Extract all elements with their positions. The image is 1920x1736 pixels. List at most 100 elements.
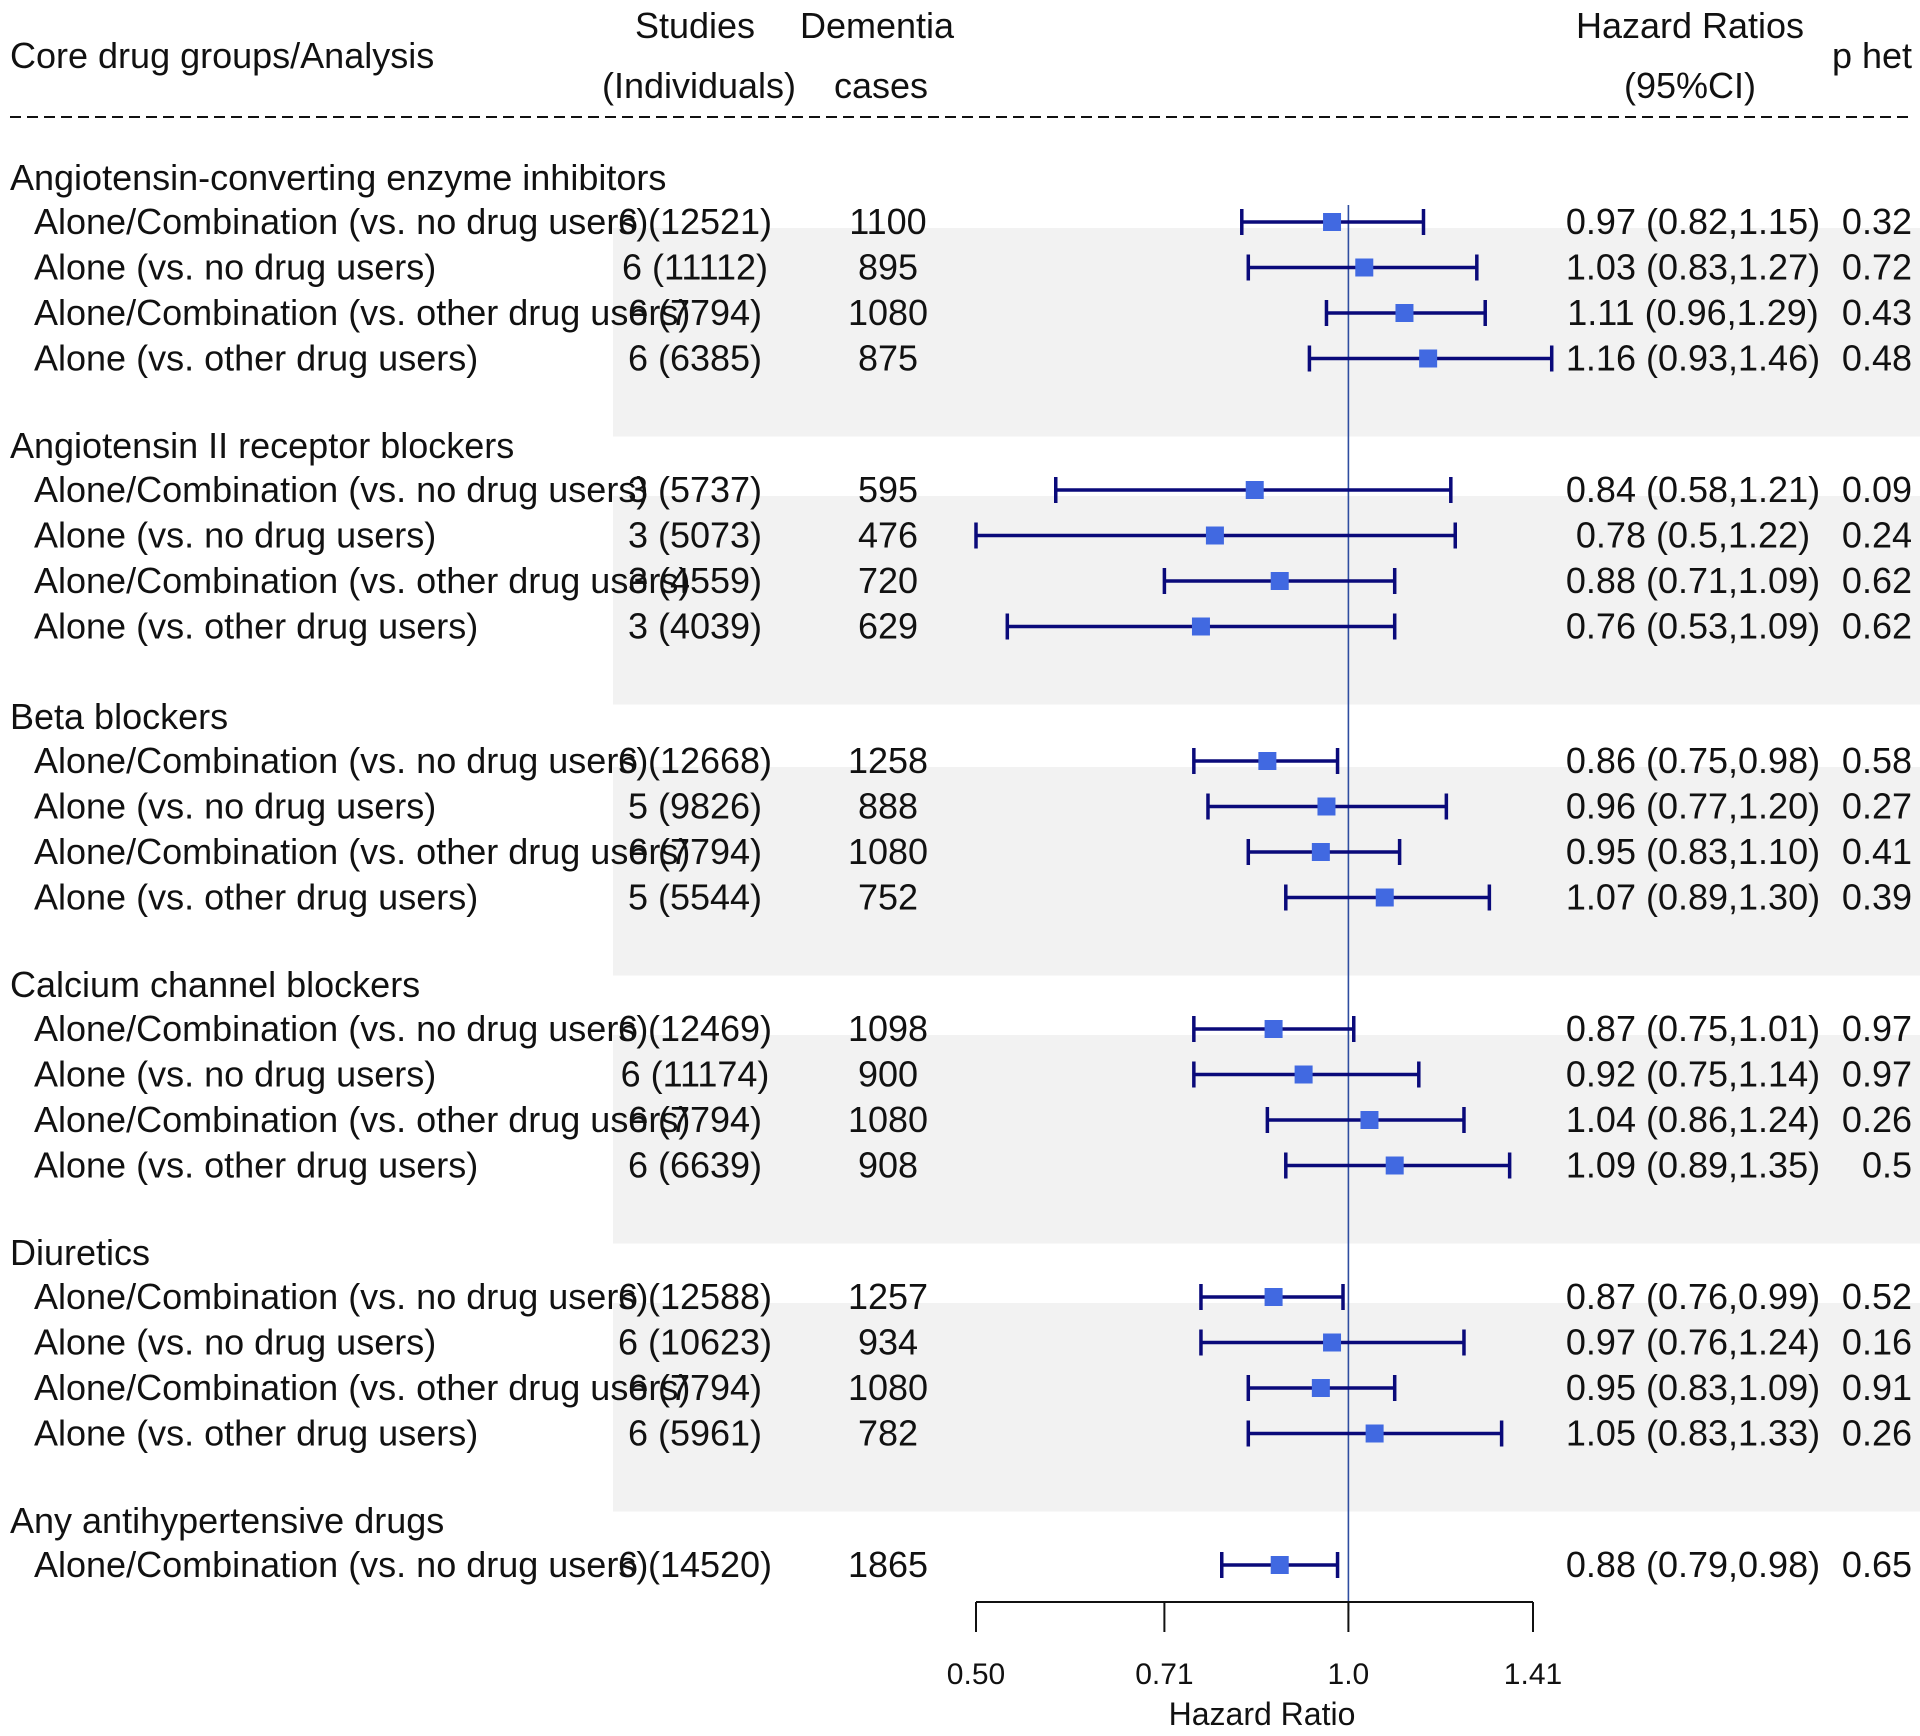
row-studies: 6 (11112)	[622, 247, 768, 288]
hr-marker	[1264, 1020, 1283, 1038]
group-heading: Calcium channel blockers	[10, 964, 420, 1005]
header-hr-line1: Hazard Ratios	[1576, 5, 1804, 46]
row-label: Alone (vs. other drug users)	[34, 338, 478, 379]
row-label: Alone/Combination (vs. no drug users)	[34, 1008, 648, 1049]
group-heading: Beta blockers	[10, 696, 228, 737]
row-label: Alone (vs. no drug users)	[34, 515, 436, 556]
row-studies: 6 (12521)	[618, 201, 772, 242]
header-hr-line2: (95%CI)	[1624, 65, 1756, 106]
row-hr-ci: 0.87 (0.75,1.01)	[1566, 1008, 1820, 1049]
row-cases: 1080	[848, 831, 928, 872]
row-cases: 476	[858, 515, 918, 556]
row-studies: 6 (6385)	[628, 338, 762, 379]
row-phet: 0.32	[1842, 201, 1912, 242]
row-hr-ci: 0.96 (0.77,1.20)	[1566, 786, 1820, 827]
row-studies: 6 (7794)	[628, 1099, 762, 1140]
hr-marker	[1264, 1288, 1283, 1306]
hr-marker	[1323, 1333, 1342, 1352]
group-band	[613, 767, 1920, 976]
group-band	[613, 228, 1920, 437]
row-cases: 752	[858, 877, 918, 918]
row-cases: 875	[858, 338, 918, 379]
header-cases-line1: Dementia	[800, 5, 955, 46]
row-label: Alone (vs. no drug users)	[34, 1322, 436, 1363]
x-tick-label: 0.50	[947, 1658, 1005, 1691]
hr-marker	[1311, 1379, 1330, 1397]
row-cases: 1865	[848, 1544, 928, 1585]
row-phet: 0.5	[1862, 1145, 1912, 1186]
row-label: Alone/Combination (vs. other drug users)	[34, 1099, 690, 1140]
row-cases: 629	[858, 606, 918, 647]
row-studies: 6 (12469)	[618, 1008, 772, 1049]
row-label: Alone/Combination (vs. no drug users)	[34, 1544, 648, 1585]
row-phet: 0.48	[1842, 338, 1912, 379]
hr-marker	[1355, 258, 1374, 277]
row-cases: 895	[858, 247, 918, 288]
row-cases: 595	[858, 469, 918, 510]
row-label: Alone/Combination (vs. other drug users)	[34, 292, 690, 333]
row-hr-ci: 0.97 (0.76,1.24)	[1566, 1322, 1820, 1363]
row-label: Alone/Combination (vs. other drug users)	[34, 831, 690, 872]
row-phet: 0.16	[1842, 1322, 1912, 1363]
row-hr-ci: 0.95 (0.83,1.09)	[1566, 1367, 1820, 1408]
row-phet: 0.62	[1842, 606, 1912, 647]
header-cases-line2: cases	[834, 65, 928, 106]
row-phet: 0.41	[1842, 831, 1912, 872]
row-studies: 6 (6639)	[628, 1145, 762, 1186]
row-hr-ci: 0.88 (0.71,1.09)	[1566, 560, 1820, 601]
row-hr-ci: 1.16 (0.93,1.46)	[1566, 338, 1820, 379]
hr-marker	[1294, 1065, 1313, 1084]
row-cases: 888	[858, 786, 918, 827]
row-phet: 0.65	[1842, 1544, 1912, 1585]
row-hr-ci: 0.78 (0.5,1.22)	[1576, 515, 1810, 556]
row-studies: 6 (5961)	[628, 1413, 762, 1454]
row-hr-ci: 0.88 (0.79,0.98)	[1566, 1544, 1820, 1585]
row-phet: 0.91	[1842, 1367, 1912, 1408]
row-hr-ci: 1.05 (0.83,1.33)	[1566, 1413, 1820, 1454]
hr-marker	[1323, 213, 1342, 231]
row-cases: 1080	[848, 1367, 928, 1408]
row-studies: 6 (7794)	[628, 1367, 762, 1408]
row-phet: 0.09	[1842, 469, 1912, 510]
header-phet: p het	[1832, 35, 1912, 76]
hr-marker	[1270, 572, 1289, 590]
row-label: Alone (vs. other drug users)	[34, 1145, 478, 1186]
hr-marker	[1270, 1556, 1289, 1574]
header-studies-line1: Studies	[635, 5, 755, 46]
row-label: Alone/Combination (vs. other drug users)	[34, 1367, 690, 1408]
row-label: Alone/Combination (vs. no drug users)	[34, 201, 648, 242]
row-label: Alone (vs. other drug users)	[34, 877, 478, 918]
group-heading: Angiotensin-converting enzyme inhibitors	[10, 157, 666, 198]
row-label: Alone (vs. no drug users)	[34, 1054, 436, 1095]
row-studies: 6 (14520)	[618, 1544, 772, 1585]
row-cases: 900	[858, 1054, 918, 1095]
row-phet: 0.97	[1842, 1054, 1912, 1095]
row-label: Alone (vs. other drug users)	[34, 1413, 478, 1454]
group-band	[613, 1035, 1920, 1244]
row-hr-ci: 0.92 (0.75,1.14)	[1566, 1054, 1820, 1095]
x-tick-label: 1.0	[1328, 1658, 1370, 1691]
row-phet: 0.72	[1842, 247, 1912, 288]
row-cases: 1080	[848, 292, 928, 333]
row-hr-ci: 1.04 (0.86,1.24)	[1566, 1099, 1820, 1140]
row-cases: 782	[858, 1413, 918, 1454]
hr-marker	[1419, 349, 1438, 368]
hr-marker	[1191, 617, 1210, 636]
row-phet: 0.26	[1842, 1413, 1912, 1454]
x-tick-label: 0.71	[1135, 1658, 1193, 1691]
row-phet: 0.26	[1842, 1099, 1912, 1140]
row-studies: 3 (4559)	[628, 560, 762, 601]
row-phet: 0.43	[1842, 292, 1912, 333]
row-label: Alone/Combination (vs. no drug users)	[34, 469, 648, 510]
row-studies: 3 (5737)	[628, 469, 762, 510]
row-cases: 1098	[848, 1008, 928, 1049]
group-band	[613, 496, 1920, 705]
row-hr-ci: 0.84 (0.58,1.21)	[1566, 469, 1820, 510]
row-cases: 1257	[848, 1276, 928, 1317]
row-cases: 1258	[848, 740, 928, 781]
row-studies: 6 (7794)	[628, 292, 762, 333]
hr-marker	[1365, 1424, 1384, 1443]
hr-marker	[1395, 304, 1414, 322]
row-studies: 5 (9826)	[628, 786, 762, 827]
group-heading: Any antihypertensive drugs	[10, 1500, 444, 1541]
